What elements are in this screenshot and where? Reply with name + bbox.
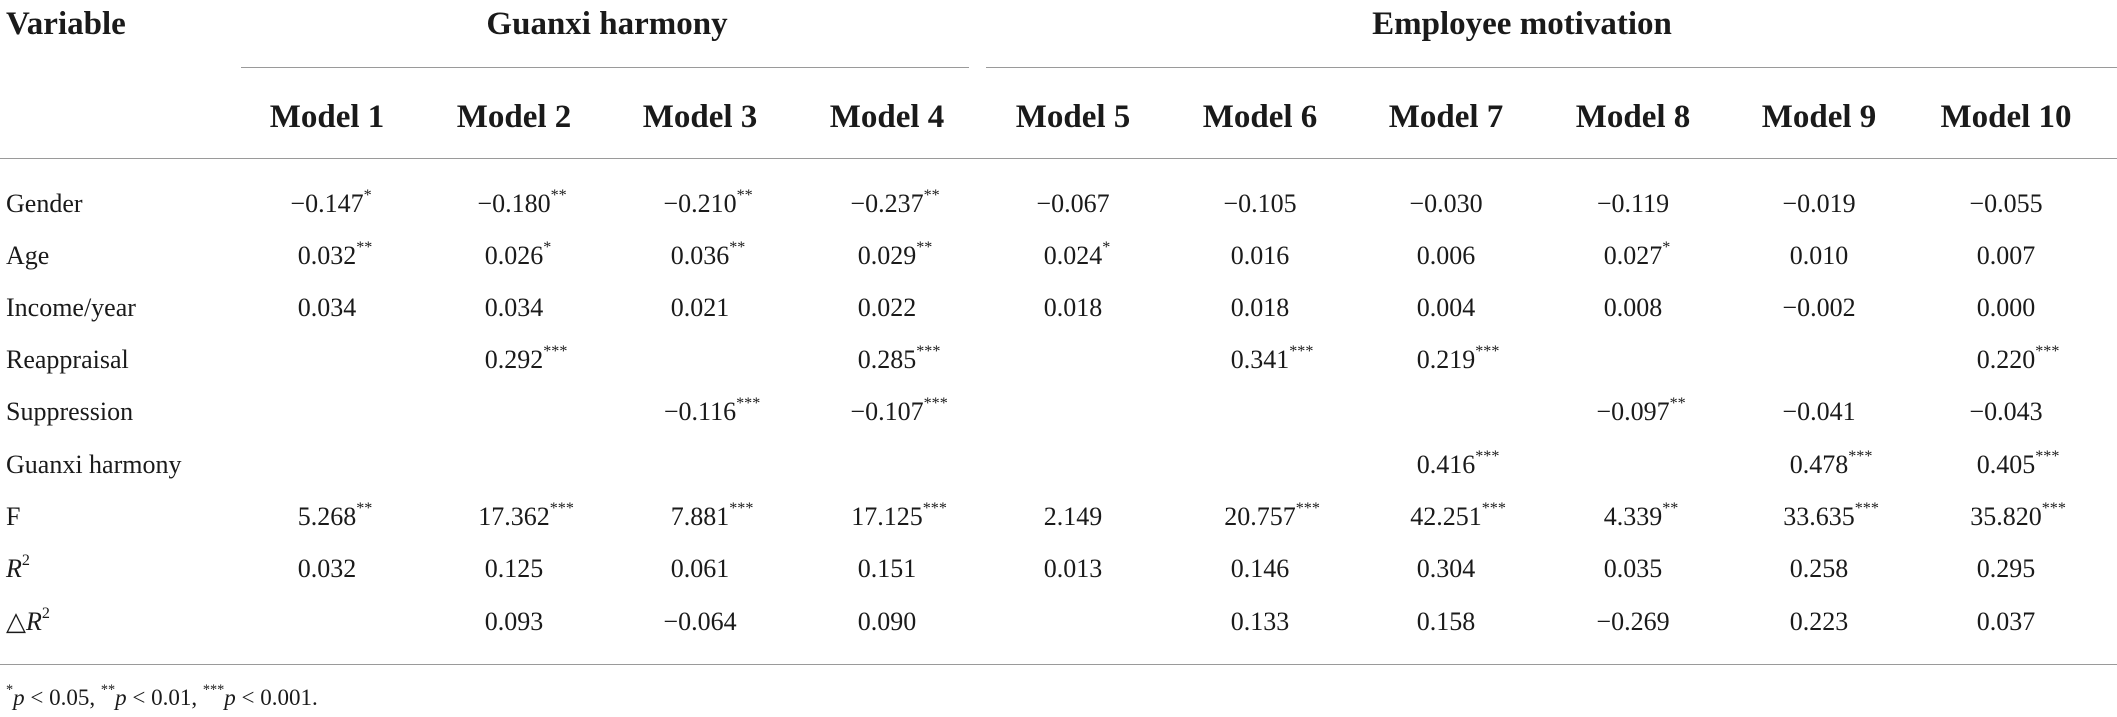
variable-column-header: Variable (6, 6, 126, 42)
table-cell: −0.097** (1596, 394, 1686, 426)
table-cell: 42.251*** (1410, 499, 1506, 531)
table-cell: 0.027* (1603, 238, 1671, 270)
model-header-9: Model 9 (1761, 99, 1877, 135)
table-cell: 2.149 (1043, 502, 1103, 531)
table-cell: 0.285*** (857, 342, 941, 374)
table-cell: −0.043 (1969, 397, 2043, 426)
header-bottom-rule (0, 158, 2117, 159)
row-label: Age (6, 241, 50, 270)
model-header-6: Model 6 (1202, 99, 1318, 135)
table-cell: 0.029** (857, 238, 933, 270)
table-cell: −0.019 (1782, 189, 1856, 218)
table-cell: −0.105 (1223, 189, 1297, 218)
table-cell: 0.006 (1416, 241, 1476, 270)
table-cell: 0.295 (1976, 554, 2036, 583)
table-cell: 17.362*** (478, 499, 574, 531)
table-cell: 0.478*** (1789, 447, 1873, 479)
table-cell: 0.093 (484, 607, 544, 636)
row-label: Reappraisal (6, 345, 129, 374)
model-header-2: Model 2 (456, 99, 572, 135)
significance-footnote: *p < 0.05, **p < 0.01, ***p < 0.001. (6, 682, 318, 710)
table-cell: 0.035 (1603, 554, 1663, 583)
table-cell: 33.635*** (1783, 499, 1879, 531)
table-cell: −0.269 (1596, 607, 1670, 636)
table-cell: 0.405*** (1976, 447, 2060, 479)
table-cell: 0.090 (857, 607, 917, 636)
table-cell: −0.237** (850, 186, 940, 218)
table-cell: 35.820*** (1970, 499, 2066, 531)
table-cell: −0.147* (290, 186, 372, 218)
table-cell: −0.030 (1409, 189, 1483, 218)
table-cell: 0.416*** (1416, 447, 1500, 479)
table-cell: 0.219*** (1416, 342, 1500, 374)
table-cell: 7.881*** (670, 499, 754, 531)
table-cell: 0.258 (1789, 554, 1849, 583)
table-cell: 0.034 (297, 293, 357, 322)
table-cell: 0.304 (1416, 554, 1476, 583)
table-cell: 17.125*** (851, 499, 947, 531)
table-cell: 0.024* (1043, 238, 1111, 270)
table-cell: 0.008 (1603, 293, 1663, 322)
model-header-8: Model 8 (1575, 99, 1691, 135)
group-header-guanxi-harmony: Guanxi harmony (486, 6, 728, 42)
table-cell: 0.061 (670, 554, 730, 583)
table-cell: 0.004 (1416, 293, 1476, 322)
table-cell: −0.116*** (663, 394, 761, 426)
table-cell: 0.036** (670, 238, 746, 270)
table-cell: −0.041 (1782, 397, 1856, 426)
model-header-7: Model 7 (1388, 99, 1504, 135)
table-cell: 0.220*** (1976, 342, 2060, 374)
table-cell: 0.018 (1043, 293, 1103, 322)
table-cell: −0.107*** (850, 394, 948, 426)
table-cell: 4.339** (1603, 499, 1679, 531)
table-cell: −0.064 (663, 607, 737, 636)
table-cell: −0.067 (1036, 189, 1110, 218)
table-cell: 0.223 (1789, 607, 1849, 636)
table-cell: −0.002 (1782, 293, 1856, 322)
row-label: Suppression (6, 397, 134, 426)
row-label: △R2 (6, 604, 50, 636)
table-cell: 0.022 (857, 293, 917, 322)
table-cell: 20.757*** (1224, 499, 1320, 531)
table-cell: 0.292*** (484, 342, 568, 374)
table-cell: 0.018 (1230, 293, 1290, 322)
table-cell: 0.000 (1976, 293, 2036, 322)
row-label: Income/year (6, 293, 136, 322)
table-cell: 0.341*** (1230, 342, 1314, 374)
table-cell: 0.032** (297, 238, 373, 270)
table-cell: 0.021 (670, 293, 730, 322)
group-header-employee-motivation: Employee motivation (1372, 6, 1672, 42)
table-cell: −0.055 (1969, 189, 2043, 218)
table-bottom-rule (0, 664, 2117, 665)
table-cell: −0.210** (663, 186, 753, 218)
row-label: Guanxi harmony (6, 450, 182, 479)
table-cell: 0.034 (484, 293, 544, 322)
table-cell: 0.125 (484, 554, 544, 583)
table-cell: 0.146 (1230, 554, 1290, 583)
table-cell: 0.013 (1043, 554, 1103, 583)
model-header-3: Model 3 (642, 99, 758, 135)
table-cell: 0.037 (1976, 607, 2036, 636)
row-label: F (6, 502, 21, 531)
table-cell: 0.016 (1230, 241, 1290, 270)
table-cell: 5.268** (297, 499, 373, 531)
group-underline-employee-motivation (986, 67, 2117, 68)
row-label: Gender (6, 189, 83, 218)
table-cell: 0.010 (1789, 241, 1849, 270)
model-header-10: Model 10 (1940, 99, 2072, 135)
table-cell: 0.032 (297, 554, 357, 583)
model-header-5: Model 5 (1015, 99, 1131, 135)
table-cell: −0.180** (477, 186, 567, 218)
table-cell: 0.007 (1976, 241, 2036, 270)
table-cell: −0.119 (1596, 189, 1670, 218)
model-header-1: Model 1 (269, 99, 385, 135)
group-underline-guanxi-harmony (241, 67, 969, 68)
table-cell: 0.151 (857, 554, 917, 583)
table-cell: 0.133 (1230, 607, 1290, 636)
model-header-4: Model 4 (829, 99, 945, 135)
table-cell: 0.026* (484, 238, 552, 270)
table-cell: 0.158 (1416, 607, 1476, 636)
row-label: R2 (6, 551, 30, 583)
